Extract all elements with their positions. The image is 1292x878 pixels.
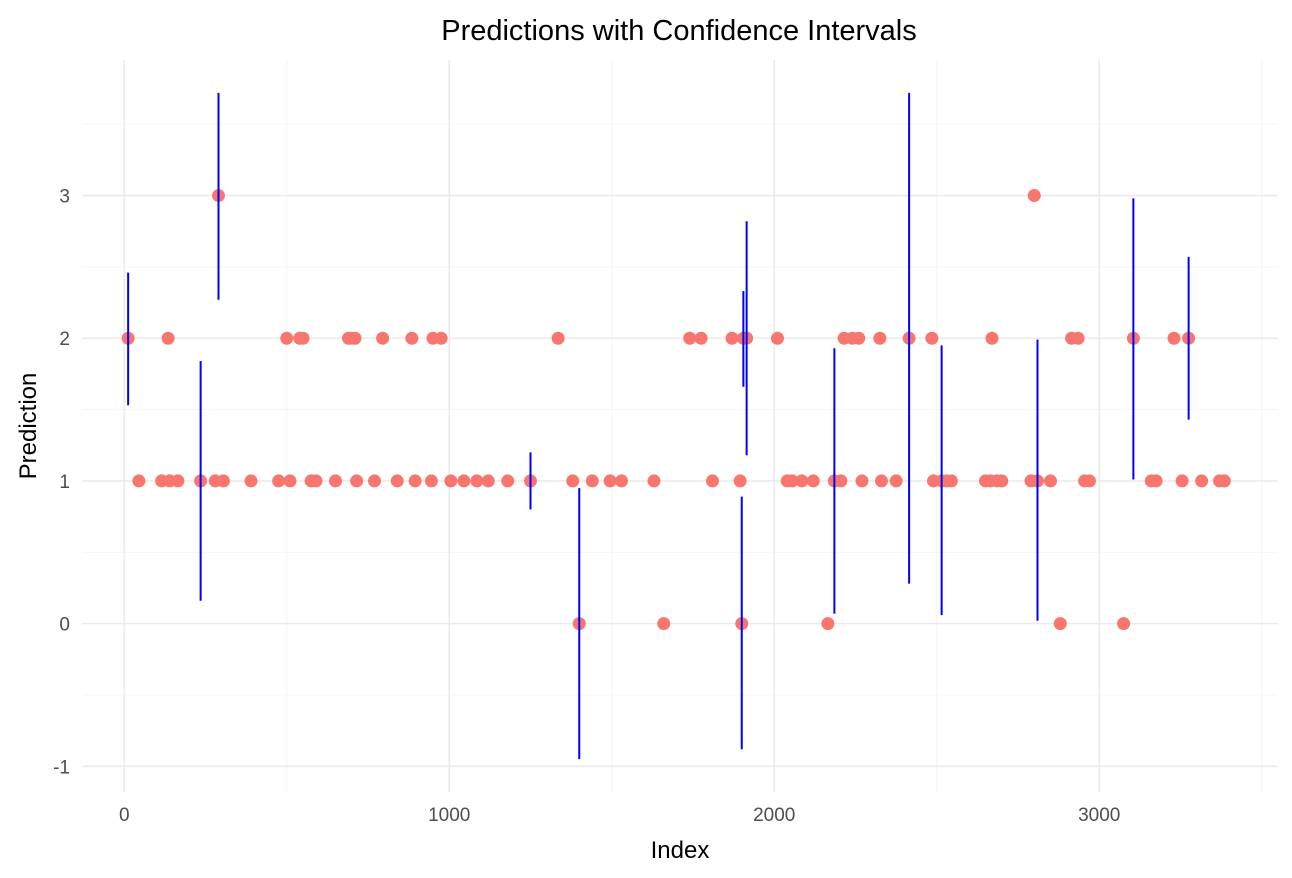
prediction-point: [603, 474, 617, 488]
prediction-point: [785, 474, 799, 488]
prediction-point: [280, 331, 294, 345]
prediction-point: [481, 474, 495, 488]
prediction-point: [272, 474, 286, 488]
prediction-point: [821, 617, 835, 631]
y-tick-label: 1: [59, 472, 70, 493]
prediction-point: [1044, 474, 1057, 488]
y-axis-title: Prediction: [15, 373, 42, 480]
prediction-point: [457, 474, 471, 488]
prediction-point: [683, 331, 697, 345]
prediction-point: [873, 331, 887, 345]
prediction-point: [551, 331, 565, 345]
prediction-point: [1027, 189, 1041, 203]
prediction-point: [706, 474, 719, 488]
prediction-point: [889, 474, 903, 488]
prediction-point: [615, 474, 628, 488]
prediction-point: [1175, 474, 1189, 488]
prediction-point: [855, 474, 869, 488]
prediction-point: [132, 474, 146, 488]
prediction-point: [1053, 617, 1067, 631]
confidence-intervals: [127, 92, 1190, 760]
y-tick-label: 0: [59, 615, 70, 636]
prediction-point: [1117, 617, 1131, 631]
prediction-point: [376, 331, 390, 345]
prediction-point: [657, 617, 671, 631]
prediction-point: [424, 474, 438, 488]
prediction-point: [875, 474, 888, 488]
prediction-point: [566, 474, 580, 488]
prediction-point: [368, 474, 381, 488]
x-tick-label: 0: [119, 805, 130, 826]
prediction-point: [161, 331, 175, 345]
prediction-point: [725, 331, 739, 345]
prediction-point: [771, 331, 784, 345]
prediction-point: [405, 331, 419, 345]
prediction-point: [647, 474, 661, 488]
chart-title: Predictions with Confidence Intervals: [441, 15, 917, 47]
prediction-point: [171, 474, 185, 488]
prediction-point: [470, 474, 484, 488]
prediction-point: [296, 331, 310, 345]
prediction-point: [408, 474, 422, 488]
x-axis-title: Index: [651, 837, 710, 864]
y-axis-ticks: -1 0 1 2 3: [53, 187, 70, 779]
prediction-point: [985, 331, 999, 345]
prediction-point: [434, 331, 448, 345]
prediction-point: [350, 474, 364, 488]
y-tick-label: 2: [59, 329, 70, 350]
prediction-point: [1149, 474, 1163, 488]
prediction-point: [244, 474, 258, 488]
prediction-point: [283, 474, 297, 488]
prediction-point: [501, 474, 515, 488]
prediction-point: [852, 331, 866, 345]
prediction-point: [1195, 474, 1209, 488]
prediction-point: [444, 474, 458, 488]
prediction-point: [585, 474, 599, 488]
x-tick-label: 1000: [428, 805, 470, 826]
prediction-point: [806, 474, 820, 488]
prediction-point: [329, 474, 342, 488]
prediction-point: [348, 331, 362, 345]
prediction-point: [944, 474, 958, 488]
x-axis-ticks: 0 1000 2000 3000: [119, 805, 1120, 826]
prediction-point: [995, 474, 1009, 488]
prediction-points: [121, 189, 1231, 631]
grid-lines: [82, 60, 1278, 792]
prediction-point: [694, 331, 708, 345]
y-tick-label: 3: [59, 187, 70, 208]
prediction-point: [390, 474, 404, 488]
prediction-point: [1217, 474, 1231, 488]
prediction-point: [925, 331, 939, 345]
prediction-point: [216, 474, 230, 488]
prediction-point: [733, 474, 747, 488]
prediction-point: [309, 474, 323, 488]
prediction-point: [795, 474, 809, 488]
y-tick-label: -1: [53, 757, 70, 778]
prediction-point: [1167, 331, 1181, 345]
prediction-point: [1071, 331, 1085, 345]
x-tick-label: 2000: [753, 805, 795, 826]
prediction-point: [1083, 474, 1096, 488]
x-tick-label: 3000: [1078, 805, 1120, 826]
prediction-point: [834, 474, 848, 488]
